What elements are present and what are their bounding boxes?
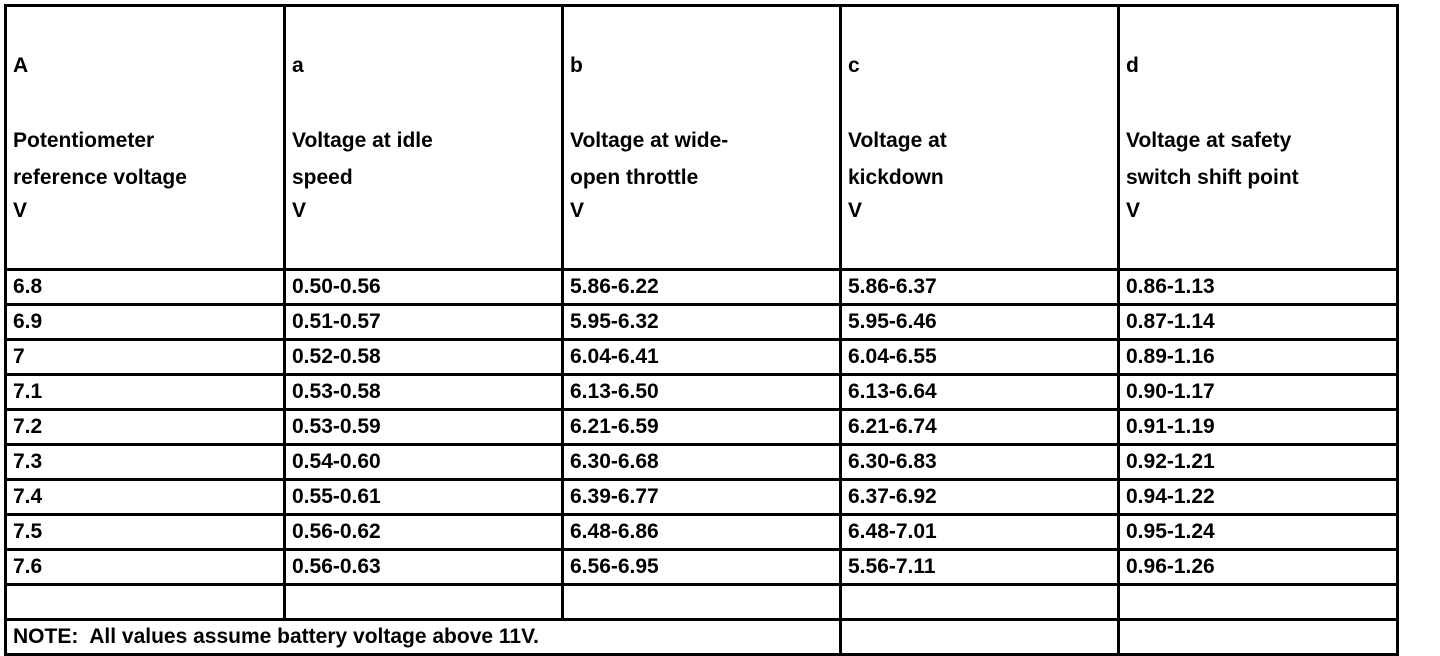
- column-label: switch shift point: [1126, 166, 1299, 189]
- data-cell: 6.39-6.77: [561, 478, 842, 516]
- header-cell: b Voltage at wide-open throttle V: [561, 4, 842, 271]
- data-row: 7.1 0.53-0.58 6.13-6.50 6.13-6.64 0.90-1.17: [4, 373, 1399, 411]
- data-cell: 0.50-0.56: [283, 268, 564, 306]
- column-label: Voltage at: [848, 129, 947, 152]
- data-cell: 7.3: [4, 443, 286, 481]
- data-cell: 0.52-0.58: [283, 338, 564, 376]
- data-cell: 6.13-6.64: [839, 373, 1120, 411]
- data-cell: 0.51-0.57: [283, 303, 564, 341]
- column-letter: d: [1126, 54, 1139, 77]
- data-row: 7.3 0.54-0.60 6.30-6.68 6.30-6.83 0.92-1.21: [4, 443, 1399, 481]
- data-cell: 0.54-0.60: [283, 443, 564, 481]
- column-letter: A: [13, 54, 29, 77]
- empty-cell: [839, 583, 1120, 621]
- data-cell: 6.37-6.92: [839, 478, 1120, 516]
- data-cell: 7: [4, 338, 286, 376]
- note-cell: NOTE: All values assume battery voltage …: [4, 618, 842, 656]
- data-cell: 6.30-6.83: [839, 443, 1120, 481]
- data-cell: 7.4: [4, 478, 286, 516]
- empty-cell: [839, 618, 1120, 656]
- empty-cell: [1117, 583, 1399, 621]
- empty-cell: [4, 583, 286, 621]
- data-cell: 0.53-0.59: [283, 408, 564, 446]
- empty-row: [4, 583, 1399, 621]
- data-cell: 7.6: [4, 548, 286, 586]
- data-cell: 0.92-1.21: [1117, 443, 1399, 481]
- header-cell: d Voltage at safety switch shift point V: [1117, 4, 1399, 271]
- data-cell: 6.9: [4, 303, 286, 341]
- header-cell: A Potentiometer reference voltage V: [4, 4, 286, 271]
- column-label: kickdown: [848, 166, 944, 189]
- empty-cell: [1117, 618, 1399, 656]
- data-cell: 6.48-6.86: [561, 513, 842, 551]
- column-label: speed: [292, 166, 353, 189]
- column-letter: a: [292, 54, 304, 77]
- data-row: 7 0.52-0.58 6.04-6.41 6.04-6.55 0.89-1.16: [4, 338, 1399, 376]
- data-cell: 0.56-0.62: [283, 513, 564, 551]
- column-label: Voltage at wide-: [570, 129, 729, 152]
- data-row: 6.8 0.50-0.56 5.86-6.22 5.86-6.37 0.86-1.13: [4, 268, 1399, 306]
- data-row: 7.4 0.55-0.61 6.39-6.77 6.37-6.92 0.94-1.22: [4, 478, 1399, 516]
- column-label: Voltage at safety: [1126, 129, 1292, 152]
- data-cell: 0.86-1.13: [1117, 268, 1399, 306]
- data-cell: 6.8: [4, 268, 286, 306]
- column-letter: c: [848, 54, 860, 77]
- column-unit: V: [292, 199, 307, 222]
- data-row: 7.2 0.53-0.59 6.21-6.59 6.21-6.74 0.91-1.19: [4, 408, 1399, 446]
- data-cell: 0.55-0.61: [283, 478, 564, 516]
- data-cell: 0.56-0.63: [283, 548, 564, 586]
- header-cell: a Voltage at idle speed V: [283, 4, 564, 271]
- data-cell: 0.91-1.19: [1117, 408, 1399, 446]
- data-cell: 7.5: [4, 513, 286, 551]
- data-cell: 6.21-6.59: [561, 408, 842, 446]
- data-cell: 6.13-6.50: [561, 373, 842, 411]
- data-row: 7.6 0.56-0.63 6.56-6.95 5.56-7.11 0.96-1.26: [4, 548, 1399, 586]
- data-row: 6.9 0.51-0.57 5.95-6.32 5.95-6.46 0.87-1.14: [4, 303, 1399, 341]
- data-cell: 5.86-6.37: [839, 268, 1120, 306]
- column-label: open throttle: [570, 166, 699, 189]
- column-unit: V: [570, 199, 585, 222]
- column-label: reference voltage: [13, 166, 187, 189]
- column-label: Voltage at idle: [292, 129, 433, 152]
- data-cell: 6.04-6.55: [839, 338, 1120, 376]
- data-cell: 5.95-6.32: [561, 303, 842, 341]
- data-cell: 0.96-1.26: [1117, 548, 1399, 586]
- data-cell: 5.56-7.11: [839, 548, 1120, 586]
- column-label: Potentiometer: [13, 129, 155, 152]
- data-cell: 6.30-6.68: [561, 443, 842, 481]
- data-cell: 0.89-1.16: [1117, 338, 1399, 376]
- data-cell: 0.53-0.58: [283, 373, 564, 411]
- column-letter: b: [570, 54, 583, 77]
- data-cell: 6.21-6.74: [839, 408, 1120, 446]
- empty-cell: [561, 583, 842, 621]
- data-cell: 7.1: [4, 373, 286, 411]
- data-cell: 6.04-6.41: [561, 338, 842, 376]
- note-row: NOTE: All values assume battery voltage …: [4, 618, 1399, 656]
- data-cell: 7.2: [4, 408, 286, 446]
- data-cell: 5.95-6.46: [839, 303, 1120, 341]
- data-row: 7.5 0.56-0.62 6.48-6.86 6.48-7.01 0.95-1.24: [4, 513, 1399, 551]
- data-cell: 0.94-1.22: [1117, 478, 1399, 516]
- data-cell: 5.86-6.22: [561, 268, 842, 306]
- header-cell: c Voltage at kickdown V: [839, 4, 1120, 271]
- column-unit: V: [13, 199, 28, 222]
- data-cell: 0.87-1.14: [1117, 303, 1399, 341]
- data-cell: 0.90-1.17: [1117, 373, 1399, 411]
- data-cell: 6.48-7.01: [839, 513, 1120, 551]
- column-unit: V: [1126, 199, 1141, 222]
- column-unit: V: [848, 199, 863, 222]
- data-cell: 6.56-6.95: [561, 548, 842, 586]
- data-cell: 0.95-1.24: [1117, 513, 1399, 551]
- empty-cell: [283, 583, 564, 621]
